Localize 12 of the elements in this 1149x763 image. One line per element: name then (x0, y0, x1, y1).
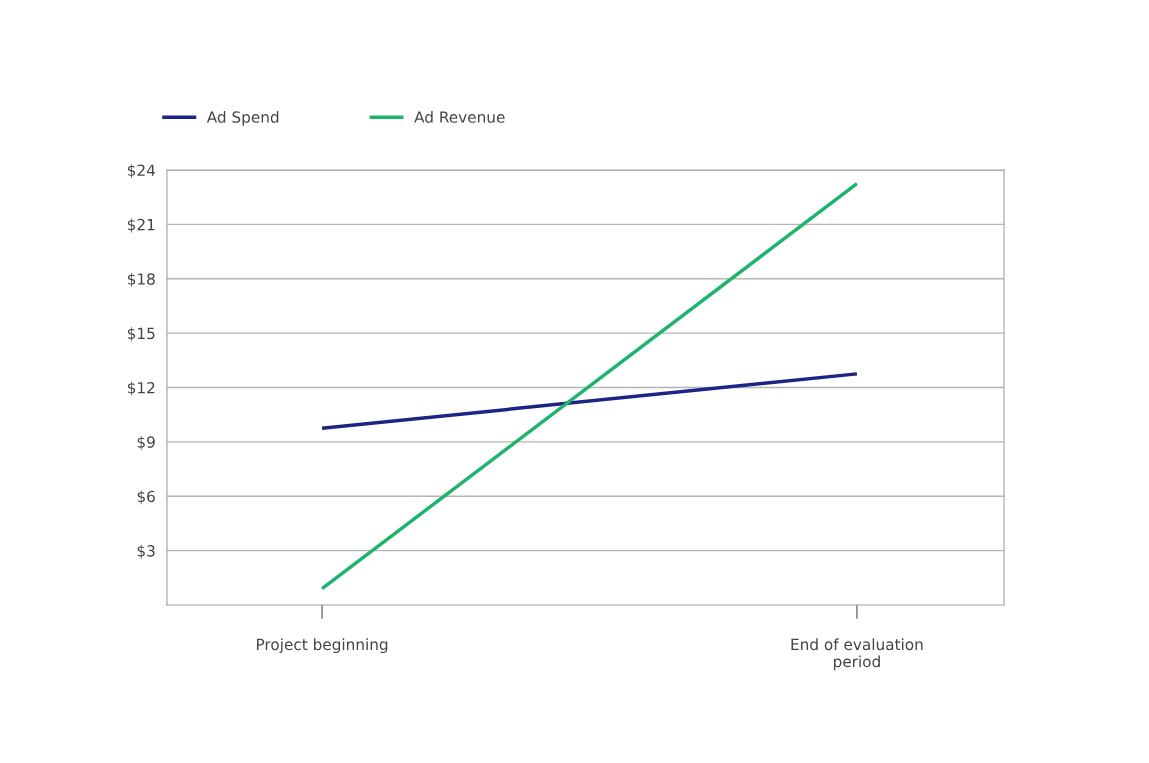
y-tick-label: $6 (137, 490, 155, 505)
legend-label: Ad Spend (206, 111, 279, 126)
y-tick-label: $9 (137, 436, 155, 450)
y-tick-label: $15 (127, 327, 155, 342)
y-tick-label: $18 (127, 272, 155, 287)
legend-label: Ad Revenue (414, 111, 505, 123)
y-tick-label: $3 (137, 544, 155, 559)
x-tick-label: End of evaluation period (791, 638, 923, 671)
y-tick-label: $21 (127, 218, 155, 233)
y-tick-label: $12 (127, 381, 155, 396)
y-tick-label: $24 (127, 164, 155, 179)
x-tick-label: Project beginning (256, 638, 388, 654)
